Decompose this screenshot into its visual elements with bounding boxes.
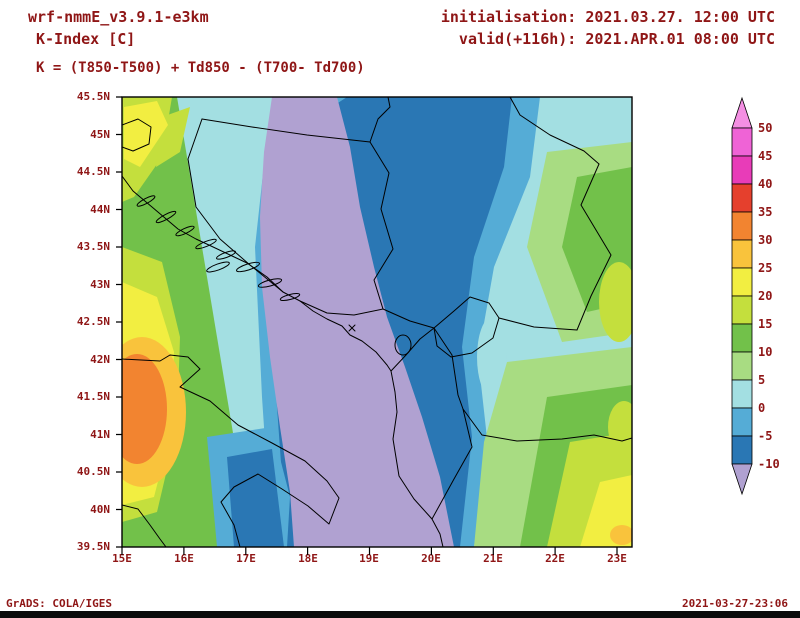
colorbar-label: 40 (758, 177, 773, 191)
colorbar-label: 30 (758, 233, 773, 247)
y-tick-label: 42.5N (76, 315, 110, 328)
fill-orange-core (122, 354, 167, 464)
colorbar-label: 0 (758, 401, 766, 415)
colorbar-seg-n10-n5 (731, 435, 753, 465)
colorbar-label: 45 (758, 149, 773, 163)
fill-cyan-inlier (477, 317, 507, 397)
colorbar-seg-5-10 (731, 351, 753, 381)
model-title: wrf-nmmE_v3.9.1-e3km (28, 8, 209, 26)
border-topleft-slovenia (122, 118, 152, 152)
y-tick-label: 41.5N (76, 390, 110, 403)
y-tick-label: 45N (90, 128, 110, 141)
coastline-italy-adriatic (122, 354, 340, 547)
border-macedonia-north (498, 317, 578, 331)
x-tick-label: 23E (607, 552, 627, 565)
x-tick-label: 20E (421, 552, 441, 565)
x-tick-label: 16E (174, 552, 194, 565)
product-title: K-Index [C] (36, 30, 136, 48)
coastline-italy-tyrrhenian (122, 504, 167, 547)
colorbar-arrow-bottom (731, 463, 753, 496)
y-tick-label: 44.5N (76, 165, 110, 178)
creation-timestamp: 2021-03-27-23:06 (682, 597, 788, 610)
y-tick-label: 43N (90, 278, 110, 291)
y-tick-label: 41N (90, 428, 110, 441)
y-tick-label: 44N (90, 203, 110, 216)
y-tick-label: 40N (90, 503, 110, 516)
colorbar-label: 10 (758, 345, 773, 359)
x-tick-label: 19E (359, 552, 379, 565)
x-tick-label: 17E (236, 552, 256, 565)
colorbar-seg-20-25 (731, 267, 753, 297)
coastline-balkan (122, 175, 444, 547)
colorbar-seg-0-5 (731, 379, 753, 409)
map-canvas (116, 96, 633, 555)
init-time-label: initialisation: 2021.03.27. 12:00 UTC (440, 8, 775, 26)
y-tick-label: 42N (90, 353, 110, 366)
x-tick-label: 15E (112, 552, 132, 565)
colorbar-seg-35-40 (731, 183, 753, 213)
y-tick-label: 39.5N (76, 540, 110, 553)
colorbar-label: 20 (758, 289, 773, 303)
border-macedonia-west (433, 327, 464, 410)
lake-scutari (394, 334, 412, 356)
colorbar-seg-45-50 (731, 127, 753, 157)
colorbar-seg-15-20 (731, 295, 753, 325)
border-drina (369, 141, 394, 310)
x-axis-ticks (121, 547, 618, 555)
fill-regions (122, 97, 632, 547)
colorbar-label: -5 (758, 429, 773, 443)
border-montenegro-serbia (382, 308, 435, 329)
y-tick-label: 43.5N (76, 240, 110, 253)
colorbar-label: 5 (758, 373, 766, 387)
colorbar-label: 50 (758, 121, 773, 135)
border-croatia-serbia (369, 97, 391, 143)
border-bosnia-montenegro (299, 300, 384, 316)
y-tick-label: 40.5N (76, 465, 110, 478)
city-marker-x (348, 324, 356, 332)
border-serbia-bulgaria (576, 163, 612, 331)
border-montenegro-albania (390, 327, 435, 372)
x-tick-label: 22E (545, 552, 565, 565)
x-tick-label: 18E (298, 552, 318, 565)
fill-bottomright-orange-spot (610, 525, 632, 545)
border-serbia-romania (509, 97, 600, 165)
colorbar-seg-n5-0 (731, 407, 753, 437)
colorbar (731, 96, 753, 496)
y-tick-label: 45.5N (76, 90, 110, 103)
country-borders (122, 97, 632, 547)
colorbar-seg-25-30 (731, 239, 753, 269)
bottom-black-bar (0, 611, 800, 618)
border-sava (201, 118, 371, 143)
colorbar-label: -10 (758, 457, 780, 471)
border-albania-greece (431, 408, 473, 520)
border-una-dinara (187, 118, 284, 293)
grads-credit: GrADS: COLA/IGES (6, 597, 112, 610)
y-axis-ticks (116, 96, 122, 548)
formula-label: K = (T850-T500) + Td850 - (T700- Td700) (36, 60, 365, 76)
border-macedonia-south (462, 408, 632, 442)
adriatic-islands (136, 195, 301, 302)
colorbar-arrow-top (731, 96, 753, 129)
colorbar-seg-40-45 (731, 155, 753, 185)
fill-adriatic-lavender (260, 97, 454, 547)
border-kosovo (433, 296, 500, 358)
fill-right-yellowgreen-spot (599, 262, 632, 342)
colorbar-label: 35 (758, 205, 773, 219)
colorbar-label: 15 (758, 317, 773, 331)
colorbar-seg-30-35 (731, 211, 753, 241)
colorbar-label: 25 (758, 261, 773, 275)
fill-bottomleft-darkblue (227, 449, 284, 547)
valid-time-label: valid(+116h): 2021.APR.01 08:00 UTC (458, 30, 775, 48)
x-tick-label: 21E (483, 552, 503, 565)
colorbar-seg-10-15 (731, 323, 753, 353)
